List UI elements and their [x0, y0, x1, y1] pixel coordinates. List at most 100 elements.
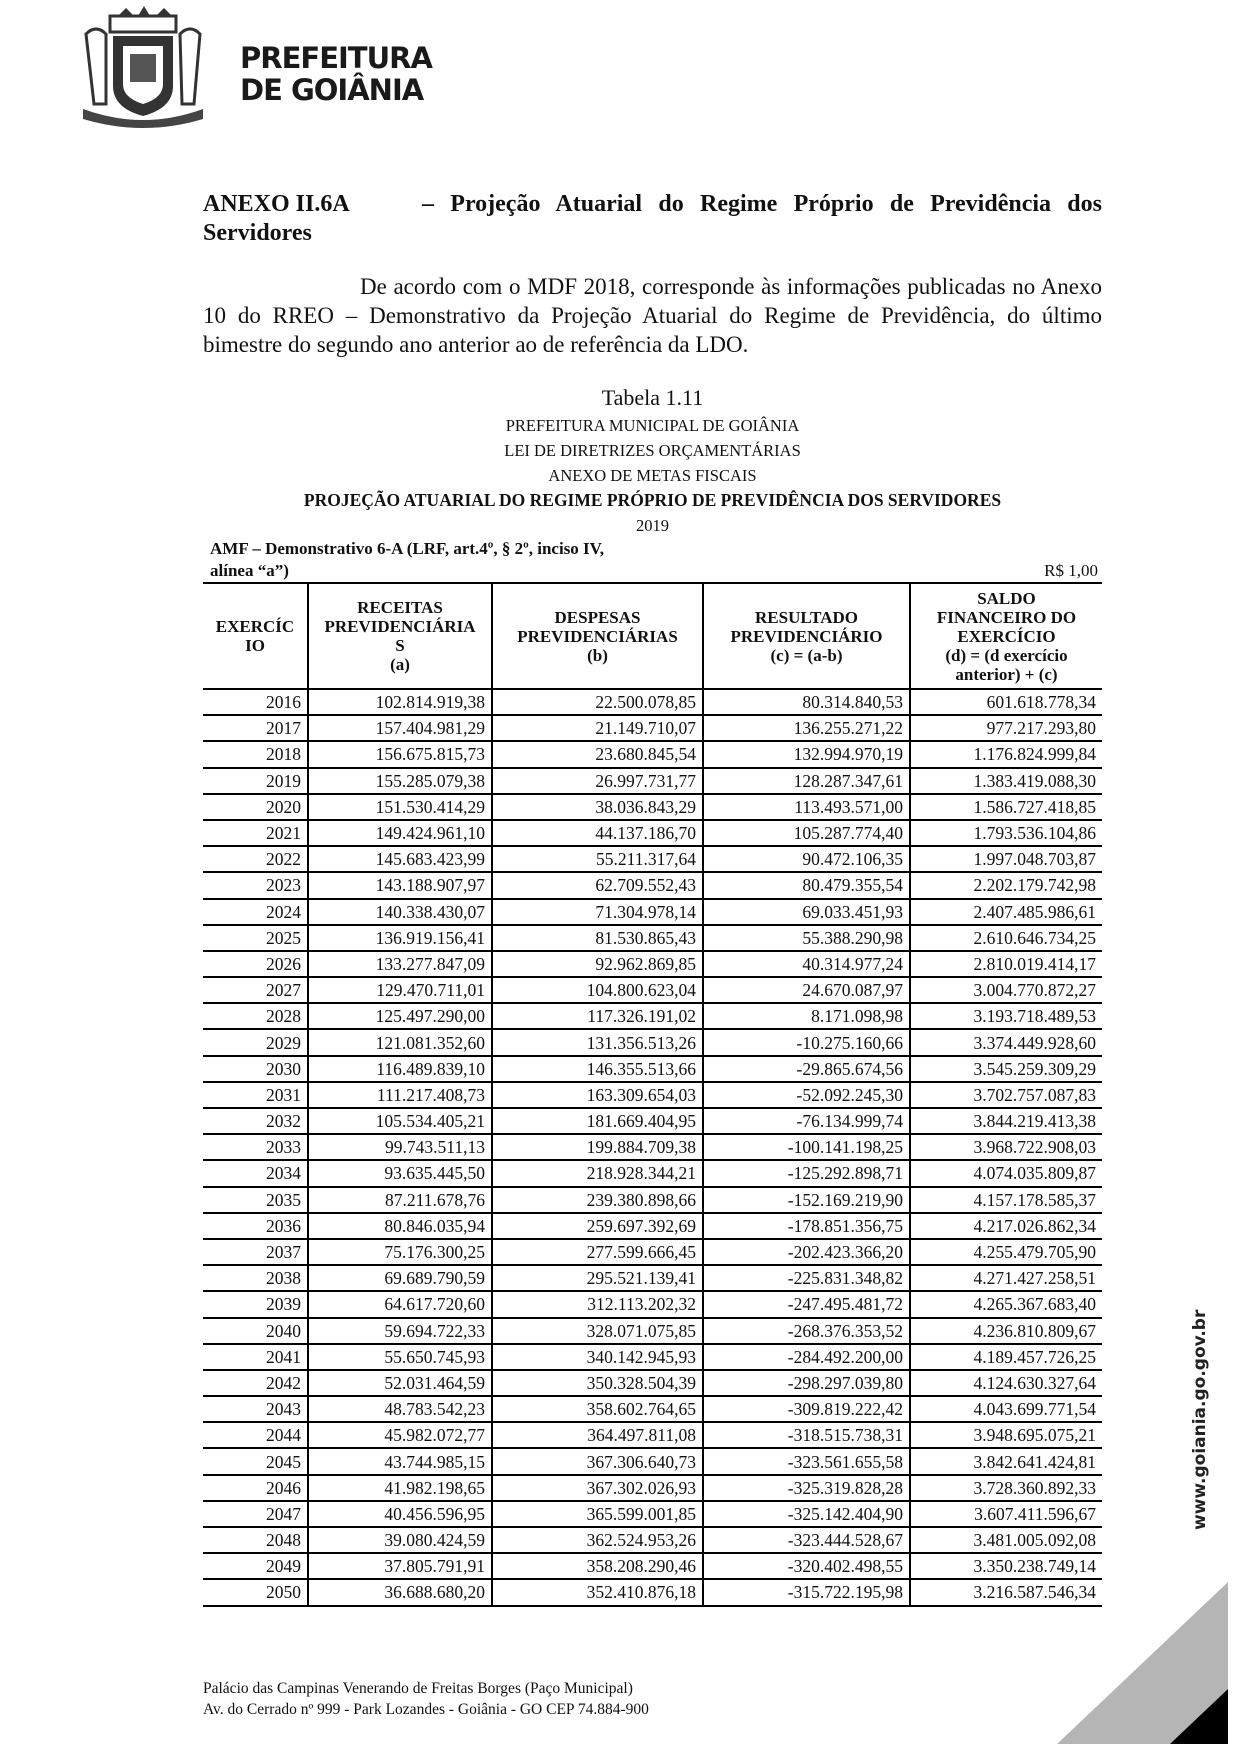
result-cell: -325.142.404,90 — [703, 1500, 911, 1529]
brand-line-2: DE GOIÂNIA — [240, 73, 424, 107]
balance-cell: 977.217.293,80 — [910, 715, 1102, 743]
revenue-cell: 136.919.156,41 — [308, 924, 493, 952]
result-cell: -76.134.999,74 — [703, 1108, 911, 1136]
corner-decoration — [1057, 1582, 1228, 1744]
column-header-line: RESULTADO — [755, 607, 858, 627]
year-cell: 2047 — [203, 1500, 309, 1529]
result-cell: 105.287.774,40 — [703, 819, 911, 848]
result-cell: 136.255.271,22 — [703, 715, 911, 743]
revenue-cell: 143.188.907,97 — [308, 872, 493, 900]
expense-cell: 364.497.811,08 — [492, 1422, 704, 1450]
expense-cell: 62.709.552,43 — [492, 872, 704, 900]
expense-cell: 328.071.075,85 — [492, 1317, 704, 1345]
expense-cell: 358.208.290,46 — [492, 1553, 704, 1581]
year-cell: 2027 — [203, 977, 309, 1005]
column-header: RESULTADO PREVIDENCIÁRIO (c) = (a-b) — [702, 582, 911, 690]
column-header-line: (b) — [587, 645, 608, 665]
result-cell: 90.472.106,35 — [703, 846, 911, 874]
year-cell: 2036 — [203, 1212, 309, 1240]
result-cell: 69.033.451,93 — [703, 898, 911, 926]
balance-cell: 3.948.695.075,21 — [910, 1422, 1102, 1450]
expense-cell: 295.521.139,41 — [492, 1265, 704, 1293]
year-cell: 2016 — [203, 689, 309, 717]
expense-cell: 365.599.001,85 — [492, 1500, 704, 1529]
corner-grey-triangle — [1057, 1582, 1228, 1744]
year-cell: 2020 — [203, 793, 309, 821]
expense-cell: 277.599.666,45 — [492, 1238, 704, 1267]
revenue-cell: 125.497.290,00 — [308, 1003, 493, 1031]
revenue-cell: 45.982.072,77 — [308, 1422, 493, 1450]
year-cell: 2030 — [203, 1055, 309, 1083]
expense-cell: 352.410.876,18 — [492, 1579, 704, 1607]
year-cell: 2034 — [203, 1160, 309, 1188]
table-row: 2030 116.489.839,10 146.355.513,66 -29.865.… — [203, 1055, 1102, 1083]
heading-line: ANEXO DE METAS FISCAIS — [548, 466, 757, 485]
year-cell: 2044 — [203, 1422, 309, 1450]
table-row: 2020 151.530.414,29 38.036.843,29 113.493.5… — [203, 793, 1102, 821]
year-cell: 2041 — [203, 1343, 309, 1371]
expense-cell: 163.309.654,03 — [492, 1081, 704, 1110]
revenue-cell: 87.211.678,76 — [308, 1186, 493, 1214]
revenue-cell: 55.650.745,93 — [308, 1343, 493, 1371]
column-header-line: IO — [245, 636, 265, 655]
balance-cell: 4.189.457.726,25 — [910, 1343, 1102, 1371]
result-cell: 132.994.970,19 — [703, 741, 911, 769]
expense-cell: 358.602.764,65 — [492, 1396, 704, 1424]
table-row: 2016 102.814.919,38 22.500.078,85 80.314.84… — [203, 689, 1102, 717]
result-cell: -125.292.898,71 — [703, 1160, 911, 1188]
balance-cell: 3.193.718.489,53 — [910, 1003, 1102, 1031]
column-header-line: SALDO — [977, 588, 1036, 608]
table-row: 2037 75.176.300,25 277.599.666,45 -202.423.… — [203, 1238, 1102, 1267]
table-number: Tabela 1.11 — [601, 385, 704, 410]
paragraph-text: De acordo com o MDF 2018, corresponde às… — [203, 274, 1102, 357]
balance-cell: 3.481.005.092,08 — [910, 1527, 1102, 1555]
title-annex: ANEXO II.6A — [203, 191, 350, 217]
year-cell: 2023 — [203, 872, 309, 900]
year-cell: 2035 — [203, 1186, 309, 1214]
balance-cell: 4.157.178.585,37 — [910, 1186, 1102, 1214]
title-text-cont: Servidores — [203, 220, 312, 246]
balance-cell: 2.610.646.734,25 — [910, 924, 1102, 952]
year-cell: 2024 — [203, 898, 309, 926]
year-cell: 2032 — [203, 1108, 309, 1136]
result-cell: 80.314.840,53 — [703, 689, 911, 717]
year-cell: 2029 — [203, 1029, 309, 1057]
section-title: ANEXO II.6A – Projeção Atuarial do Regime… — [203, 190, 1102, 248]
year-cell: 2026 — [203, 950, 309, 979]
revenue-cell: 133.277.847,09 — [308, 950, 493, 979]
revenue-cell: 140.338.430,07 — [308, 898, 493, 926]
year-cell: 2019 — [203, 767, 309, 795]
table-row: 2033 99.743.511,13 199.884.709,38 -100.141.… — [203, 1134, 1102, 1162]
result-cell: 55.388.290,98 — [703, 924, 911, 952]
brand-line-1: PREFEITURA — [240, 41, 433, 75]
revenue-cell: 37.805.791,91 — [308, 1553, 493, 1581]
column-header: RECEITAS PREVIDENCIÁRIA S (a) — [307, 582, 493, 690]
table-row: 2036 80.846.035,94 259.697.392,69 -178.851.… — [203, 1212, 1102, 1240]
balance-cell: 3.607.411.596,67 — [910, 1500, 1102, 1529]
revenue-cell: 40.456.596,95 — [308, 1500, 493, 1529]
column-header: EXERCÍC IO — [203, 582, 309, 690]
balance-cell: 4.074.035.809,87 — [910, 1160, 1102, 1188]
balance-cell: 3.004.770.872,27 — [910, 977, 1102, 1005]
expense-cell: 259.697.392,69 — [492, 1212, 704, 1240]
balance-cell: 3.216.587.546,34 — [910, 1579, 1102, 1607]
amf-reference: AMF – Demonstrativo 6-A (LRF, art.4º, § … — [210, 538, 604, 582]
table-row: 2045 43.744.985,15 367.306.640,73 -323.561.… — [203, 1448, 1102, 1476]
expense-cell: 181.669.404,95 — [492, 1108, 704, 1136]
balance-cell: 3.374.449.928,60 — [910, 1029, 1102, 1057]
column-header-line: PREVIDENCIÁRIA — [324, 617, 476, 636]
result-cell: 80.479.355,54 — [703, 872, 911, 900]
revenue-cell: 59.694.722,33 — [308, 1317, 493, 1345]
balance-cell: 4.236.810.809,67 — [910, 1317, 1102, 1345]
column-header-line: DESPESAS — [554, 607, 641, 627]
table-row: 2026 133.277.847,09 92.962.869,85 40.314.97… — [203, 950, 1102, 979]
result-cell: -298.297.039,80 — [703, 1369, 911, 1398]
result-cell: -323.444.528,67 — [703, 1527, 911, 1555]
revenue-cell: 111.217.408,73 — [308, 1081, 493, 1110]
revenue-cell: 99.743.511,13 — [308, 1134, 493, 1162]
column-header-line: PREVIDENCIÁRIO — [730, 626, 883, 646]
revenue-cell: 52.031.464,59 — [308, 1369, 493, 1398]
column-header-line: PREVIDENCIÁRIAS — [517, 626, 678, 646]
heading-line: PREFEITURA MUNICIPAL DE GOIÂNIA — [505, 416, 800, 435]
revenue-cell: 102.814.919,38 — [308, 689, 493, 717]
